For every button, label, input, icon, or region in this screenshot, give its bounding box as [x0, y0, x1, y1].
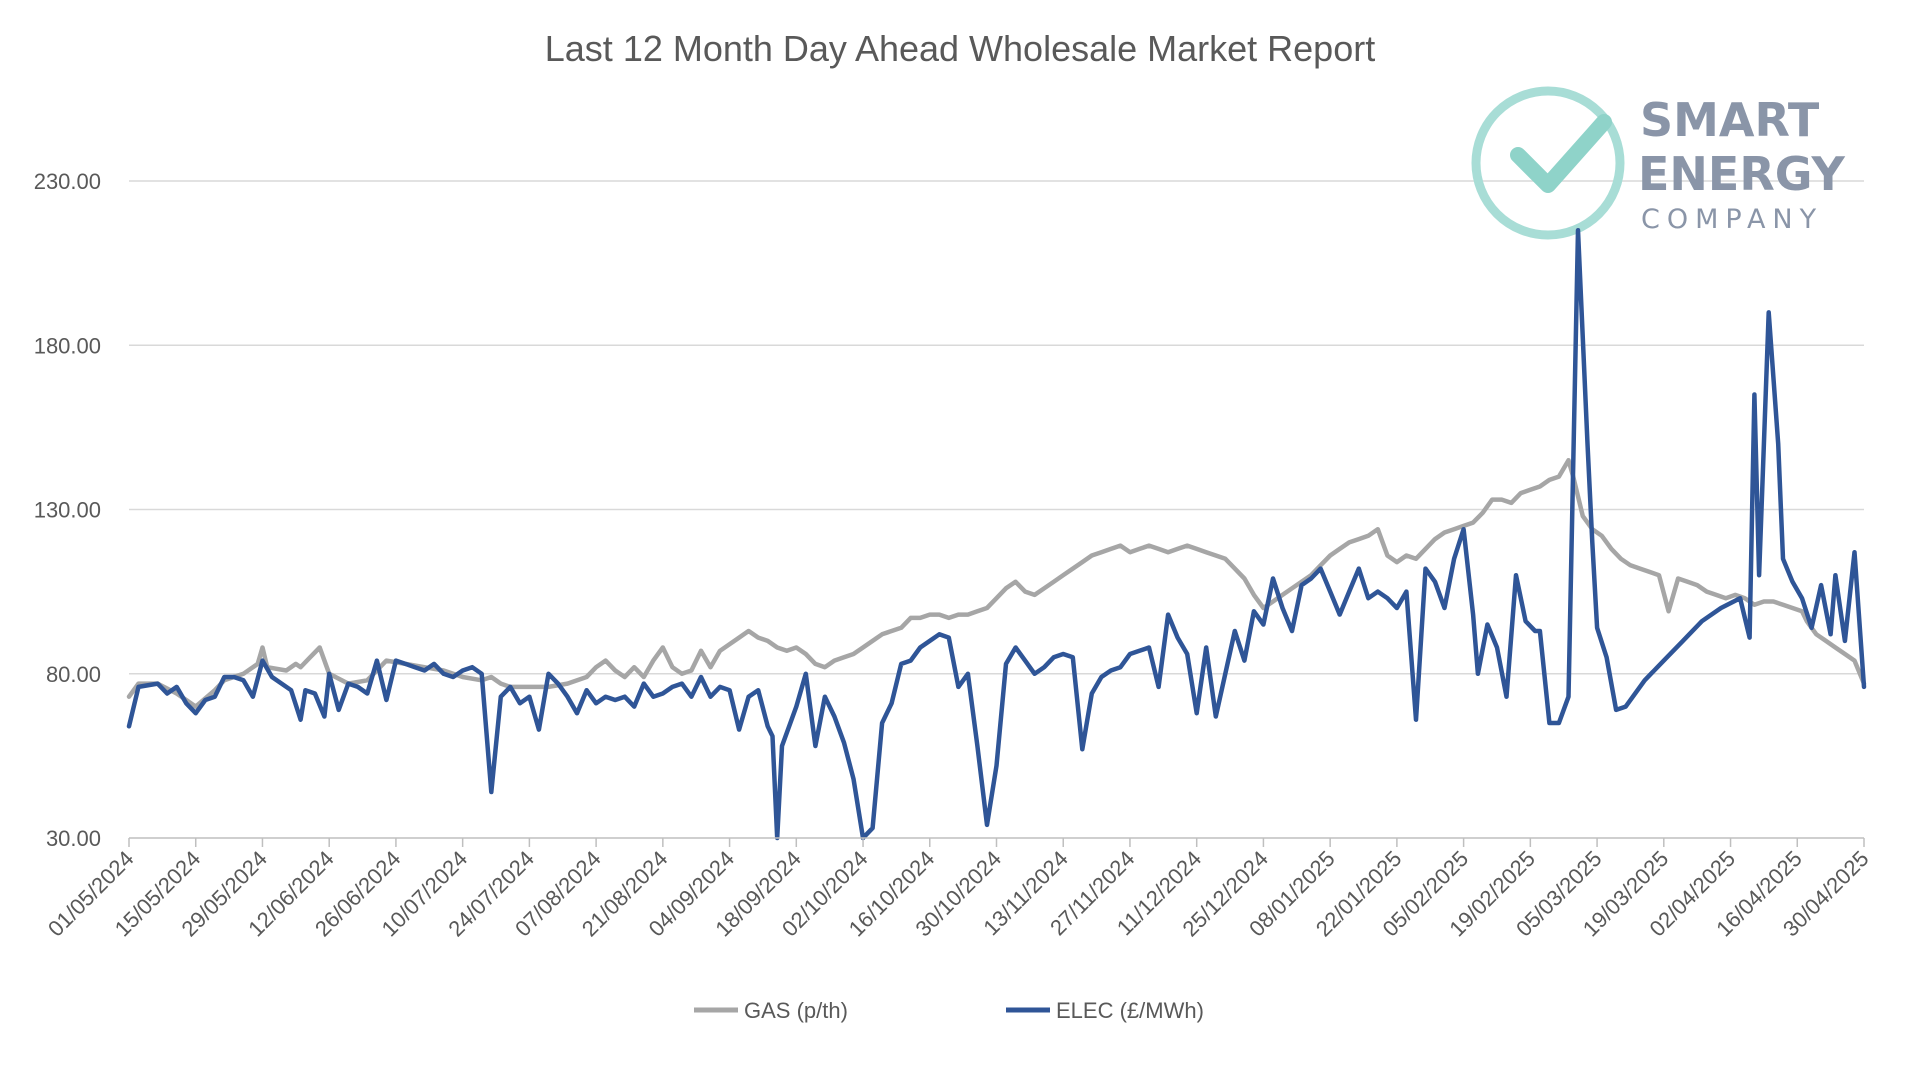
y-tick-label: 130.00 [34, 498, 101, 523]
logo-word-energy: ENERGY [1638, 147, 1846, 201]
legend-label: GAS (p/th) [744, 998, 848, 1023]
series-line-elec [126, 228, 1867, 841]
logo-ring-icon [1471, 86, 1625, 240]
y-tick-label: 80.00 [46, 662, 101, 687]
y-tick-label: 180.00 [34, 333, 101, 358]
chart-title: Last 12 Month Day Ahead Wholesale Market… [544, 28, 1376, 69]
legend: GAS (p/th) ELEC (£/MWh) [694, 998, 1204, 1023]
series-line-gas [126, 457, 1867, 709]
legend-label: ELEC (£/MWh) [1056, 998, 1204, 1023]
logo-word-smart: SMART [1640, 93, 1820, 147]
grid-layer [129, 180, 1864, 675]
axis-layer: 230.00180.00130.0080.0030.0001/05/202415… [34, 169, 1874, 941]
smart-energy-logo: SMART ENERGY COMPANY [1471, 86, 1846, 240]
logo-check-icon [1510, 114, 1612, 193]
y-tick-label: 230.00 [34, 169, 101, 194]
y-tick-label: 30.00 [46, 826, 101, 851]
logo-word-company: COMPANY [1641, 204, 1823, 235]
series-layer [126, 228, 1867, 841]
